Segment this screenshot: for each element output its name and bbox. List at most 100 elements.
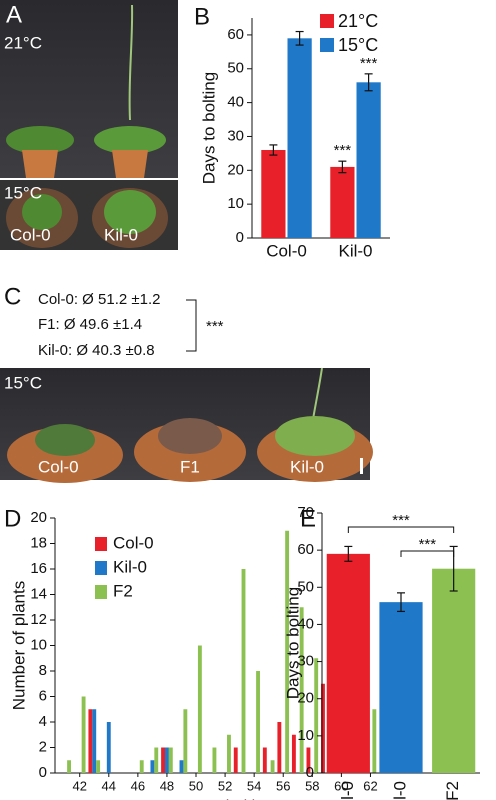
legend-label: 15°C [338,35,378,55]
y-tick-label: 70 [297,504,314,521]
y-tick-label: 50 [297,578,314,595]
panel-label: B [194,3,210,30]
bar [285,530,290,773]
x-tick-label: 60 [334,778,348,793]
x-tick-label: 62 [363,778,377,793]
bar [321,683,325,773]
x-tick-label: 54 [247,778,261,793]
bar [277,722,282,773]
bar [197,645,202,773]
photo-c [0,367,373,483]
bar [256,671,260,773]
significance: *** [419,536,437,553]
y-tick-label: 2 [39,738,47,755]
y-tick-label: 14 [30,585,47,602]
bar [372,709,377,773]
y-tick-label: 20 [30,509,47,526]
x-tick-label: Kil-0 [390,781,409,800]
photo-a [0,0,178,250]
y-tick-label: 40 [227,94,244,111]
y-tick-label: 10 [297,727,314,744]
y-tick-label: 30 [227,127,244,144]
panel-label: A [6,1,22,28]
photo-label: 15°C [4,373,42,392]
bar [270,760,275,773]
x-tick-label: 48 [160,778,174,793]
x-tick-label: 58 [305,778,319,793]
x-tick-label: Col-0 [338,781,357,800]
panel-label: E [300,505,316,532]
bar [81,696,86,773]
bar [287,38,312,238]
legend-swatch [320,38,334,52]
y-tick-label: 10 [227,195,244,212]
bar [150,760,155,773]
y-axis-label: Days to bolting [199,72,218,184]
legend-label: Col-0 [113,533,154,552]
legend-swatch [95,561,107,575]
y-tick-label: 60 [227,26,244,43]
significance: *** [360,55,378,72]
photo-label: Kil-0 [104,225,138,244]
bar [326,553,370,773]
bar [314,658,319,773]
bar [291,734,296,773]
bracket [400,550,455,557]
photo-label: Kil-0 [290,457,324,476]
photo-label: F1 [180,457,200,476]
legend-swatch [320,14,334,28]
x-tick-label: Kil-0 [338,241,372,260]
x-tick-label: 44 [102,778,116,793]
bar [165,747,169,773]
bar [154,747,159,773]
summary-line: Col-0: Ø 51.2 ±1.2 [38,291,160,308]
legend-swatch [95,585,107,599]
bar [88,709,93,773]
legend-label: 21°C [338,11,378,31]
bar [261,150,286,238]
y-tick-label: 10 [30,636,47,653]
legend-swatch [95,537,107,551]
y-tick-label: 0 [236,229,244,246]
y-tick-label: 16 [30,560,47,577]
x-tick-label: 46 [131,778,145,793]
bar [212,747,217,773]
summary-line: Kil-0: Ø 40.3 ±0.8 [38,342,155,359]
bar [241,569,246,773]
bar [183,709,188,773]
bar [262,747,267,773]
bar [227,734,231,773]
y-axis-label: Number of plants [9,581,28,710]
x-tick-label: Col-0 [266,241,307,260]
bar [306,747,311,773]
bar [379,602,423,773]
bracket [186,299,197,352]
panel-label: C [4,283,21,310]
y-tick-label: 20 [227,161,244,178]
bar [432,568,476,773]
bar [139,760,144,773]
legend-label: F2 [113,581,133,600]
photo-label: Col-0 [38,457,79,476]
bar [96,760,101,773]
bar [161,747,165,773]
bar [330,166,355,238]
y-tick-label: 18 [30,534,47,551]
bar [233,747,238,773]
panel-label: D [4,505,21,532]
y-tick-label: 8 [39,662,47,679]
x-axis-label: Days to bolting [167,798,273,800]
bar [168,747,173,773]
bar [92,709,97,773]
significance: *** [206,318,224,335]
bracket [347,526,455,533]
bar [299,607,304,773]
x-tick-label: 52 [218,778,232,793]
bar [356,82,381,238]
x-tick-label: 50 [189,778,203,793]
bar [106,722,111,773]
legend-label: Kil-0 [113,557,147,576]
x-tick-label: 42 [72,778,86,793]
y-tick-label: 40 [297,615,314,632]
